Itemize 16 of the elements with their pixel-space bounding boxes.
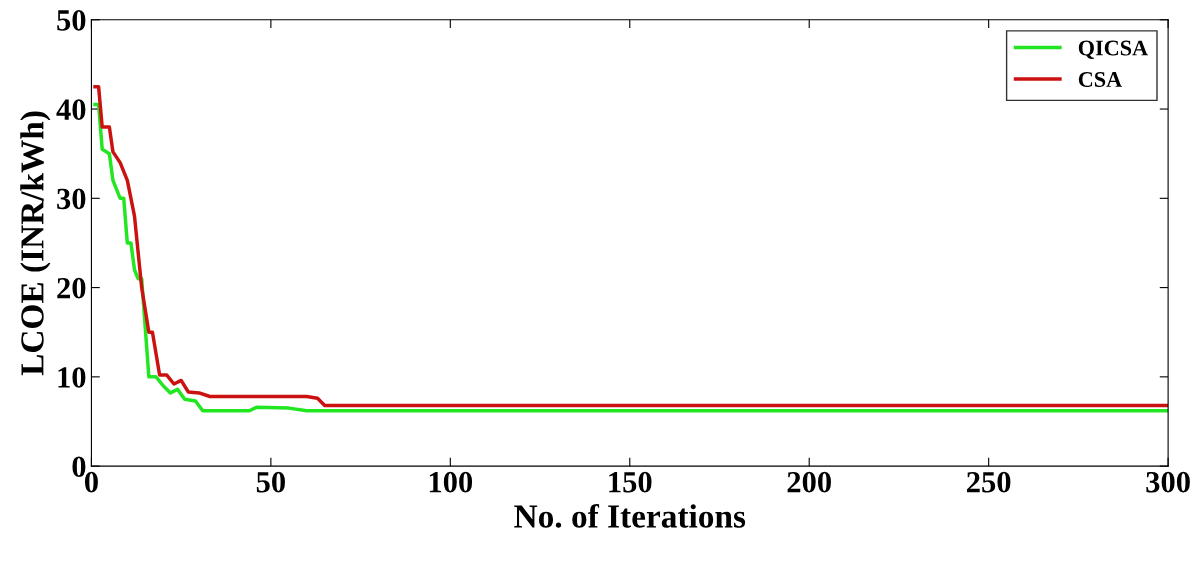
- y-tick-label: 20: [57, 277, 86, 299]
- legend-label: CSA: [1078, 72, 1123, 87]
- y-tick-label: 40: [56, 99, 86, 120]
- legend-label: QICSA: [1078, 40, 1148, 59]
- y-axis-title: LCOE (INR/kWh): [20, 111, 51, 376]
- y-tick-label: 0: [72, 456, 86, 478]
- x-tick-label: 250: [967, 471, 1011, 493]
- y-tick-label: 50: [57, 10, 86, 31]
- y-tick-label: 30: [57, 188, 86, 210]
- x-tick-label: 50: [256, 471, 285, 493]
- x-tick-label: 150: [609, 471, 652, 493]
- x-tick-label: 200: [787, 471, 831, 493]
- x-tick-label: 300: [1146, 471, 1190, 493]
- x-tick-label: 100: [429, 471, 473, 493]
- x-axis-title: No. of Iterations: [514, 503, 746, 528]
- y-tick-label: 10: [58, 367, 86, 388]
